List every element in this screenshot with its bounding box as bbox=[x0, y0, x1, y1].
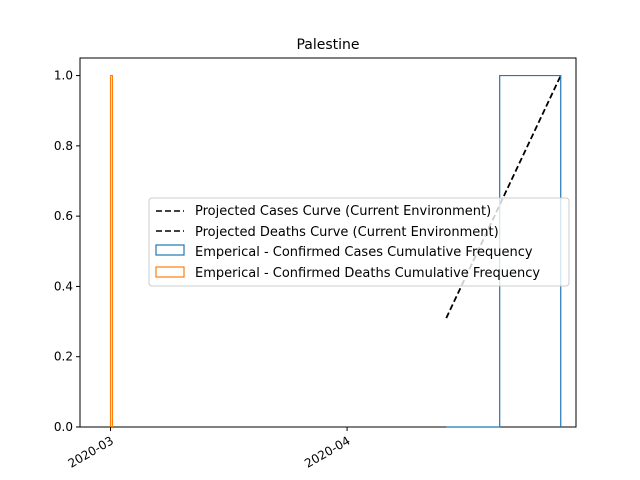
y-tick-label: 1.0 bbox=[54, 69, 73, 83]
legend-label-projected-deaths: Projected Deaths Curve (Current Environm… bbox=[195, 225, 499, 240]
x-tick-label: 2020-04 bbox=[302, 433, 352, 470]
y-tick-label: 0.6 bbox=[54, 209, 73, 223]
chart-title: Palestine bbox=[296, 37, 359, 53]
plot-frame bbox=[79, 57, 577, 428]
y-tick-label: 0.4 bbox=[54, 279, 73, 293]
legend-swatch-empirical-deaths bbox=[155, 266, 185, 278]
x-tick-label: 2020-03 bbox=[66, 433, 116, 470]
legend: Projected Cases Curve (Current Environme… bbox=[148, 197, 570, 287]
legend-box bbox=[148, 197, 570, 287]
y-tick-label: 0.2 bbox=[54, 350, 73, 364]
y-tick-label: 0.8 bbox=[54, 139, 73, 153]
legend-label-empirical-cases: Emperical - Confirmed Cases Cumulative F… bbox=[195, 245, 533, 260]
legend-label-empirical-deaths: Emperical - Confirmed Deaths Cumulative … bbox=[195, 266, 540, 281]
plot-area bbox=[79, 57, 577, 428]
series-3-step bbox=[109, 74, 114, 427]
series-2-step bbox=[446, 74, 562, 428]
y-axis: 0.0 0.2 0.4 0.6 0.8 1.0 bbox=[54, 69, 80, 434]
legend-label-projected-cases: Projected Cases Curve (Current Environme… bbox=[195, 204, 491, 219]
x-axis: 2020-03 2020-04 bbox=[66, 427, 353, 471]
y-tick-label: 0.0 bbox=[54, 420, 73, 434]
legend-swatch-empirical-cases bbox=[155, 244, 185, 256]
